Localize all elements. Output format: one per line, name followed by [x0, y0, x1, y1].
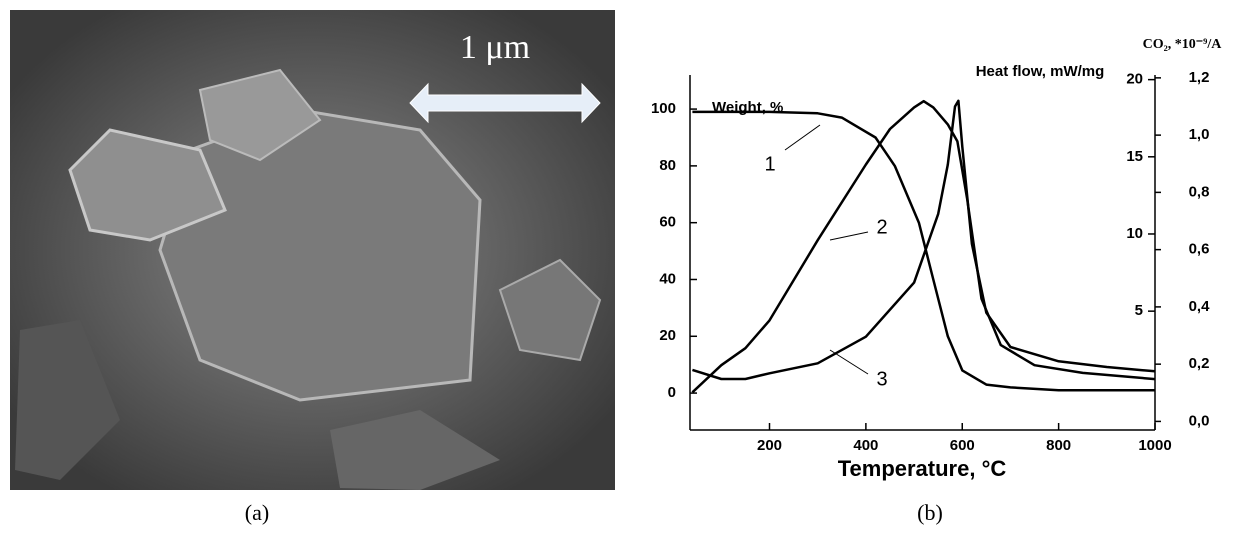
curve-label: 3 — [876, 368, 887, 390]
x-axis-title: Temperature, °C — [838, 456, 1007, 481]
y-tick-label: 20 — [659, 327, 676, 344]
y3-tick-label: 0,2 — [1189, 355, 1210, 372]
scale-label: 1 μm — [460, 29, 530, 66]
y3-tick-label: 0,4 — [1189, 298, 1211, 315]
leader-line — [785, 125, 820, 150]
y3-axis-title: CO₂, *10⁻⁹/A — [1143, 37, 1223, 52]
curve-label: 2 — [876, 216, 887, 238]
leader-line — [830, 232, 868, 240]
caption: (b) — [917, 500, 943, 525]
flake — [160, 110, 480, 400]
caption: (a) — [245, 500, 269, 525]
y2-tick-label: 10 — [1126, 225, 1143, 242]
figure: 1 μm (a) (b) Temperature, °C Weight, % H… — [0, 0, 1241, 535]
y3-tick-label: 1,0 — [1189, 126, 1210, 143]
sem-image: 1 μm — [10, 10, 615, 490]
y-axis-title: Weight, % — [712, 99, 783, 116]
y2-axis-title: Heat flow, mW/mg — [976, 63, 1105, 80]
x-tick-label: 400 — [853, 437, 878, 454]
y-tick-label: 40 — [659, 270, 676, 287]
y-tick-label: 100 — [651, 100, 676, 117]
y3-tick-label: 0,6 — [1189, 241, 1210, 258]
y-tick-label: 80 — [659, 157, 676, 174]
leader-line — [830, 350, 868, 374]
x-tick-label: 600 — [950, 437, 975, 454]
y2-tick-label: 15 — [1126, 148, 1143, 165]
y3-tick-label: 0,8 — [1189, 183, 1210, 200]
y2-tick-label: 5 — [1135, 302, 1143, 319]
x-tick-label: 1000 — [1138, 437, 1171, 454]
x-tick-label: 200 — [757, 437, 782, 454]
y3-tick-label: 0,0 — [1189, 412, 1210, 429]
curve-label: 1 — [764, 153, 775, 175]
y-tick-label: 0 — [668, 384, 676, 401]
y2-tick-label: 20 — [1126, 71, 1143, 88]
x-tick-label: 800 — [1046, 437, 1071, 454]
y-tick-label: 60 — [659, 214, 676, 231]
data-line — [692, 101, 1155, 392]
y3-tick-label: 1,2 — [1189, 69, 1210, 86]
data-line — [692, 112, 1155, 390]
